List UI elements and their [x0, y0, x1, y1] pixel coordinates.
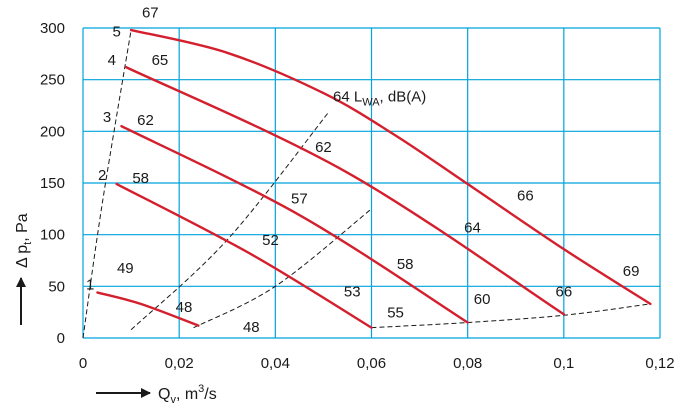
lwa-label: 64 LWA, dB(A): [333, 88, 426, 108]
annotations: 67 65 62 58 49 48 48 52 57 62 53 55 58 60 64 66 66 69: [117, 5, 640, 336]
x-tick-label: 0,08: [453, 355, 482, 372]
x-axis-label-tail: /s: [204, 386, 216, 403]
level-annotation: 58: [132, 170, 149, 187]
x-tick-label: 0,1: [553, 355, 574, 372]
y-axis-label-rest: , Pa: [14, 213, 31, 242]
series-line-2: [115, 182, 373, 329]
dashed-line: [193, 208, 372, 329]
curve-number-label: 2: [98, 167, 106, 184]
x-tick-label: 0,12: [645, 355, 674, 372]
curve-number-label: 4: [108, 52, 116, 69]
x-axis-label-main: Q: [158, 386, 170, 403]
y-tick-label: 150: [40, 175, 65, 192]
level-annotation: 62: [315, 139, 332, 156]
level-annotation: 48: [176, 299, 193, 316]
curve-number-label: 1: [86, 276, 94, 293]
y-tick-label: 300: [40, 20, 65, 37]
x-axis-title: Qv, m3/s: [96, 383, 217, 406]
level-annotation: 53: [344, 284, 361, 301]
dashed-lines: [82, 29, 651, 339]
x-axis-label: Qv, m3/s: [158, 383, 217, 406]
tick-labels: 0 0,02 0,04 0,06 0,08 0,1 0,12 0 50 100 150 200 250 3…: [40, 20, 675, 372]
x-axis-label-sup: 3: [198, 383, 204, 395]
lwa-label-tail: , dB(A): [380, 88, 427, 105]
x-tick-label: 0,04: [261, 355, 290, 372]
x-axis-label-rest: , m: [176, 386, 198, 403]
dashed-line: [371, 303, 651, 329]
x-axis-label-sub: v: [170, 394, 176, 406]
level-annotation: 60: [474, 291, 491, 308]
level-annotation: 55: [387, 304, 404, 321]
dashed-line: [82, 29, 132, 339]
lwa-label-sub: WA: [362, 96, 380, 108]
grid-lines: [82, 27, 661, 339]
level-annotation: 66: [517, 188, 534, 205]
curve-number-label: 5: [112, 23, 120, 40]
level-annotation: 65: [152, 52, 169, 69]
x-tick-label: 0,06: [357, 355, 386, 372]
level-annotation: 67: [142, 5, 159, 22]
level-annotation: 69: [623, 263, 640, 280]
level-annotation: 58: [397, 256, 414, 273]
y-axis-label: Δ pt, Pa: [14, 213, 34, 268]
curves: [96, 28, 652, 329]
level-annotation: 64: [464, 220, 481, 237]
y-axis-label-main: Δ p: [14, 245, 31, 268]
series-line-5: [129, 28, 652, 306]
x-tick-label: 0: [79, 355, 87, 372]
y-axis-label-sub: t: [22, 242, 34, 245]
y-tick-label: 200: [40, 123, 65, 140]
curve-number-label: 3: [103, 109, 111, 126]
y-tick-label: 50: [48, 278, 65, 295]
series-line-3: [120, 124, 469, 324]
series-line-4: [125, 66, 566, 316]
level-annotation: 57: [291, 191, 308, 208]
level-annotation: 48: [243, 319, 260, 336]
level-annotation: 52: [262, 232, 279, 249]
y-tick-label: 250: [40, 72, 65, 89]
y-tick-label: 0: [57, 330, 65, 347]
level-annotation: 66: [555, 284, 572, 301]
level-annotation: 62: [137, 112, 154, 129]
series-line-1: [96, 291, 200, 327]
dashed-line: [130, 112, 329, 331]
x-tick-label: 0,02: [165, 355, 194, 372]
curve-labels: 1 2 3 4 5: [86, 23, 121, 293]
y-tick-label: 100: [40, 227, 65, 244]
lwa-label-main: 64 L: [333, 88, 362, 105]
y-axis-title: Δ pt, Pa: [14, 213, 34, 325]
level-annotation: 49: [117, 260, 134, 277]
